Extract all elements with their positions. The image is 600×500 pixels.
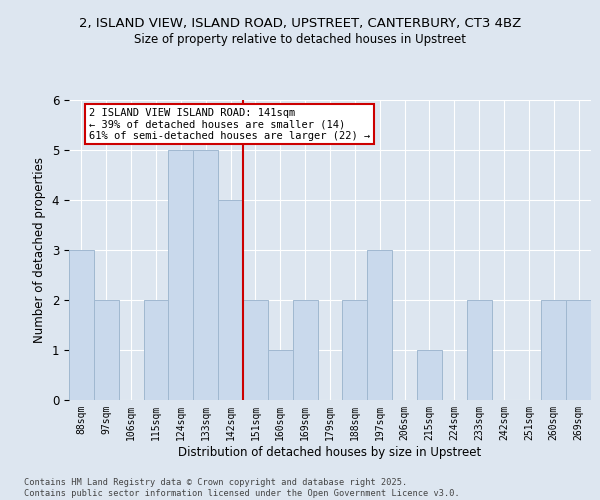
Text: 2 ISLAND VIEW ISLAND ROAD: 141sqm
← 39% of detached houses are smaller (14)
61% : 2 ISLAND VIEW ISLAND ROAD: 141sqm ← 39% … [89,108,370,140]
X-axis label: Distribution of detached houses by size in Upstreet: Distribution of detached houses by size … [178,446,482,458]
Bar [143,300,169,400]
Bar [293,300,317,400]
Bar [541,300,566,400]
Bar [243,300,268,400]
Bar [467,300,491,400]
Bar [417,350,442,400]
Bar [343,300,367,400]
Bar [94,300,119,400]
Text: 2, ISLAND VIEW, ISLAND ROAD, UPSTREET, CANTERBURY, CT3 4BZ: 2, ISLAND VIEW, ISLAND ROAD, UPSTREET, C… [79,18,521,30]
Bar [193,150,218,400]
Text: Size of property relative to detached houses in Upstreet: Size of property relative to detached ho… [134,32,466,46]
Text: Contains HM Land Registry data © Crown copyright and database right 2025.
Contai: Contains HM Land Registry data © Crown c… [24,478,460,498]
Bar [367,250,392,400]
Y-axis label: Number of detached properties: Number of detached properties [33,157,46,343]
Bar [169,150,193,400]
Bar [566,300,591,400]
Bar [69,250,94,400]
Bar [268,350,293,400]
Bar [218,200,243,400]
